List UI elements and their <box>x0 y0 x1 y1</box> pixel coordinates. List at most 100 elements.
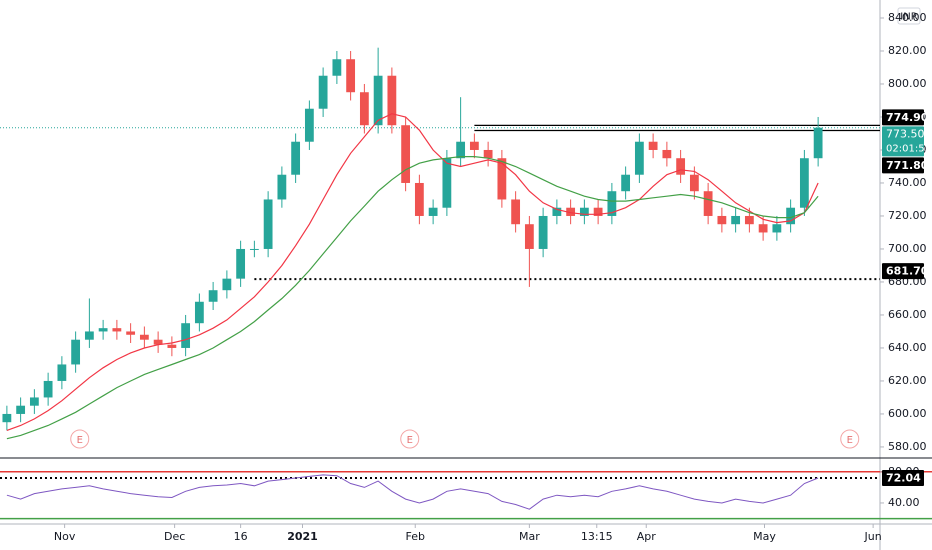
candle-body <box>469 141 479 150</box>
candle-body <box>71 339 81 365</box>
candle-body <box>717 215 727 225</box>
candle-body <box>552 207 562 216</box>
event-label: E <box>407 435 413 446</box>
event-badge <box>840 429 860 449</box>
candle-body <box>538 215 548 249</box>
candle-body <box>139 334 149 340</box>
candle-body <box>112 328 122 332</box>
level-price-label: 681.70 <box>886 265 929 278</box>
candle-body <box>318 75 328 109</box>
candle-body <box>332 59 342 76</box>
candle-body <box>16 405 26 414</box>
candle-body <box>43 380 53 398</box>
candle-body <box>263 199 273 249</box>
candle-body <box>222 278 232 291</box>
candle-body <box>291 141 301 175</box>
x-tick-label: 13:15 <box>581 530 613 543</box>
candle-body <box>813 127 823 159</box>
candle-body <box>373 75 383 126</box>
countdown-label: 02:01:53 <box>886 143 931 154</box>
event-label: E <box>77 435 83 446</box>
y-tick-label: 700.00 <box>888 242 927 255</box>
x-tick-label: Jun <box>864 530 882 543</box>
candle-body <box>483 149 493 159</box>
candle-body <box>29 397 39 406</box>
candle-body <box>428 207 438 216</box>
x-tick-label: Feb <box>406 530 425 543</box>
currency-label: INR <box>900 12 917 23</box>
last-price-label: 773.50 <box>886 127 925 140</box>
candle-body <box>634 141 644 175</box>
level-price-box <box>882 263 924 280</box>
candle-body <box>84 331 94 340</box>
candle-body <box>359 92 369 126</box>
candle-body <box>387 75 397 126</box>
candle-body <box>442 158 452 208</box>
candle-body <box>153 339 163 345</box>
y-tick-label: 620.00 <box>888 374 927 387</box>
candle-body <box>249 248 259 250</box>
currency-badge[interactable] <box>897 7 921 25</box>
candle-body <box>401 125 411 183</box>
rsi-y-tick-label: 40.00 <box>888 496 920 509</box>
candle-body <box>304 108 314 142</box>
x-tick-label: Mar <box>519 530 540 543</box>
candle-body <box>744 215 754 225</box>
candle-body <box>648 141 658 150</box>
earnings-event: E <box>400 429 420 449</box>
x-tick-label: Nov <box>54 530 76 543</box>
candle-body <box>799 158 809 208</box>
candle-body <box>414 182 424 216</box>
candle-body <box>208 290 218 302</box>
level-price-label: 774.90 <box>886 111 929 124</box>
rsi-value-label: 72.04 <box>886 471 921 484</box>
candle-body <box>731 215 741 225</box>
rsi-line <box>6 474 819 510</box>
candle-body <box>511 199 521 225</box>
x-tick-label: Apr <box>637 530 657 543</box>
candle-body <box>167 344 177 348</box>
moving-average <box>6 113 819 431</box>
candle-body <box>456 141 466 159</box>
earnings-event: E <box>840 429 860 449</box>
candle-body <box>579 207 589 216</box>
candle-body <box>607 191 617 216</box>
candle-body <box>277 174 287 200</box>
candle-body <box>346 59 356 93</box>
moving-average <box>6 156 819 440</box>
y-tick-label: 580.00 <box>888 440 927 453</box>
y-tick-label: 640.00 <box>888 341 927 354</box>
event-badge <box>400 429 420 449</box>
level-price-box <box>882 109 924 126</box>
y-tick-label: 660.00 <box>888 308 927 321</box>
candle-body <box>676 158 686 175</box>
level-price-box <box>882 157 924 174</box>
candle-body <box>126 331 136 335</box>
candle-body <box>566 207 576 216</box>
candle-body <box>98 328 108 332</box>
y-tick-label: 840.00 <box>888 11 927 24</box>
x-tick-label: May <box>753 530 776 543</box>
event-badge <box>70 429 90 449</box>
candle-body <box>194 301 204 324</box>
event-label: E <box>847 435 853 446</box>
y-tick-label: 800.00 <box>888 77 927 90</box>
x-tick-label: 2021 <box>287 530 318 543</box>
candle-body <box>786 207 796 225</box>
candle-body <box>772 224 782 233</box>
rsi-value-box <box>882 469 924 486</box>
earnings-event: E <box>70 429 90 449</box>
y-tick-label: 600.00 <box>888 407 927 420</box>
candle-body <box>703 191 713 216</box>
level-price-label: 771.80 <box>886 159 929 172</box>
y-tick-label: 740.00 <box>888 176 927 189</box>
candle-body <box>621 174 631 192</box>
x-tick-label: Dec <box>164 530 185 543</box>
candle-body <box>2 413 12 423</box>
candle-body <box>593 207 603 216</box>
y-tick-label: 820.00 <box>888 44 927 57</box>
candle-body <box>662 149 672 159</box>
candle-body <box>236 248 246 279</box>
